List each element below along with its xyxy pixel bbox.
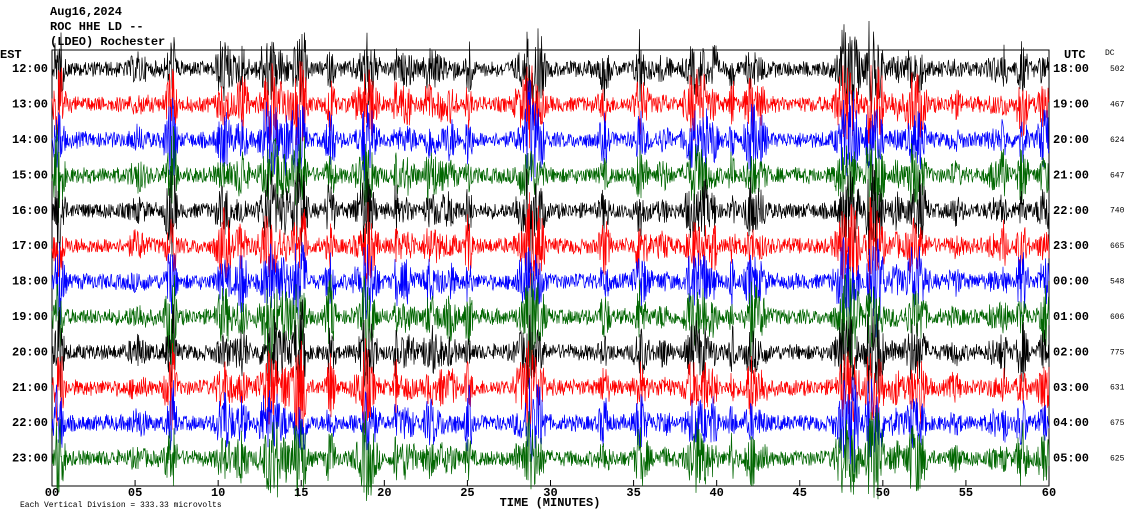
x-tick-label: 55 <box>959 486 973 500</box>
header-line: Aug16,2024 <box>50 5 122 19</box>
est-hour-label: 20:00 <box>12 345 48 359</box>
header-line: ROC HHE LD -- <box>50 20 144 34</box>
x-tick-label: 60 <box>1042 486 1056 500</box>
est-hour-label: 22:00 <box>12 416 48 430</box>
x-tick-label: 10 <box>211 486 225 500</box>
x-tick-label: 00 <box>45 486 59 500</box>
est-hour-label: 21:00 <box>12 381 48 395</box>
dc-value: 675 <box>1110 419 1125 428</box>
x-tick-label: 25 <box>460 486 474 500</box>
dc-value: 775 <box>1110 348 1125 357</box>
dc-value: 548 <box>1110 278 1125 287</box>
dc-value: 665 <box>1110 242 1125 251</box>
dc-value: 740 <box>1110 207 1125 216</box>
traces <box>51 20 1050 502</box>
x-tick-label: 45 <box>793 486 807 500</box>
dc-label: DC <box>1105 49 1115 58</box>
utc-hour-label: 23:00 <box>1053 239 1089 253</box>
utc-hour-label: 18:00 <box>1053 62 1089 76</box>
seismic-trace <box>51 407 1050 502</box>
est-hour-label: 23:00 <box>12 452 48 466</box>
x-tick-label: 05 <box>128 486 142 500</box>
left-axis-label: EST <box>0 48 22 62</box>
header-line: (LDEO) Rochester <box>50 35 165 49</box>
utc-hour-label: 03:00 <box>1053 381 1089 395</box>
seismic-trace <box>51 80 1050 191</box>
est-hour-label: 14:00 <box>12 133 48 147</box>
utc-hour-label: 01:00 <box>1053 310 1089 324</box>
seismic-trace <box>51 20 1050 115</box>
seismic-trace <box>51 237 1050 338</box>
est-hour-label: 16:00 <box>12 204 48 218</box>
x-tick-label: 15 <box>294 486 308 500</box>
seismic-trace <box>51 338 1050 440</box>
seismic-trace <box>51 376 1050 473</box>
x-tick-label: 30 <box>543 486 557 500</box>
seismic-trace <box>51 162 1050 273</box>
est-hour-label: 17:00 <box>12 239 48 253</box>
est-hour-label: 12:00 <box>12 62 48 76</box>
utc-hour-label: 21:00 <box>1053 168 1089 182</box>
x-tick-label: 20 <box>377 486 391 500</box>
utc-hour-label: 05:00 <box>1053 452 1089 466</box>
seismic-trace <box>51 61 1050 149</box>
seismic-trace <box>51 192 1050 297</box>
x-tick-label: 50 <box>876 486 890 500</box>
dc-value: 624 <box>1110 136 1125 145</box>
x-axis-label: TIME (MINUTES) <box>500 496 601 510</box>
utc-hour-label: 22:00 <box>1053 204 1089 218</box>
dc-value: 467 <box>1110 101 1125 110</box>
x-tick-label: 35 <box>626 486 640 500</box>
dc-value: 502 <box>1110 65 1125 74</box>
utc-hour-label: 04:00 <box>1053 416 1089 430</box>
dc-value: 647 <box>1110 171 1125 180</box>
dc-value: 631 <box>1110 384 1125 393</box>
footer: Each Vertical Division = 333.33 microvol… <box>20 501 222 510</box>
est-hour-label: 15:00 <box>12 168 48 182</box>
right-axis-label: UTC <box>1064 48 1086 62</box>
seismic-trace <box>51 299 1050 398</box>
x-tick-label: 40 <box>709 486 723 500</box>
utc-hour-label: 02:00 <box>1053 345 1089 359</box>
dc-value: 606 <box>1110 313 1125 322</box>
dc-value: 625 <box>1110 455 1125 464</box>
utc-hour-label: 00:00 <box>1053 275 1089 289</box>
seismic-trace <box>51 266 1050 376</box>
utc-hour-label: 19:00 <box>1053 98 1089 112</box>
est-hour-label: 18:00 <box>12 275 48 289</box>
seismic-trace <box>51 124 1050 226</box>
utc-hour-label: 20:00 <box>1053 133 1089 147</box>
est-hour-label: 13:00 <box>12 98 48 112</box>
est-hour-label: 19:00 <box>12 310 48 324</box>
